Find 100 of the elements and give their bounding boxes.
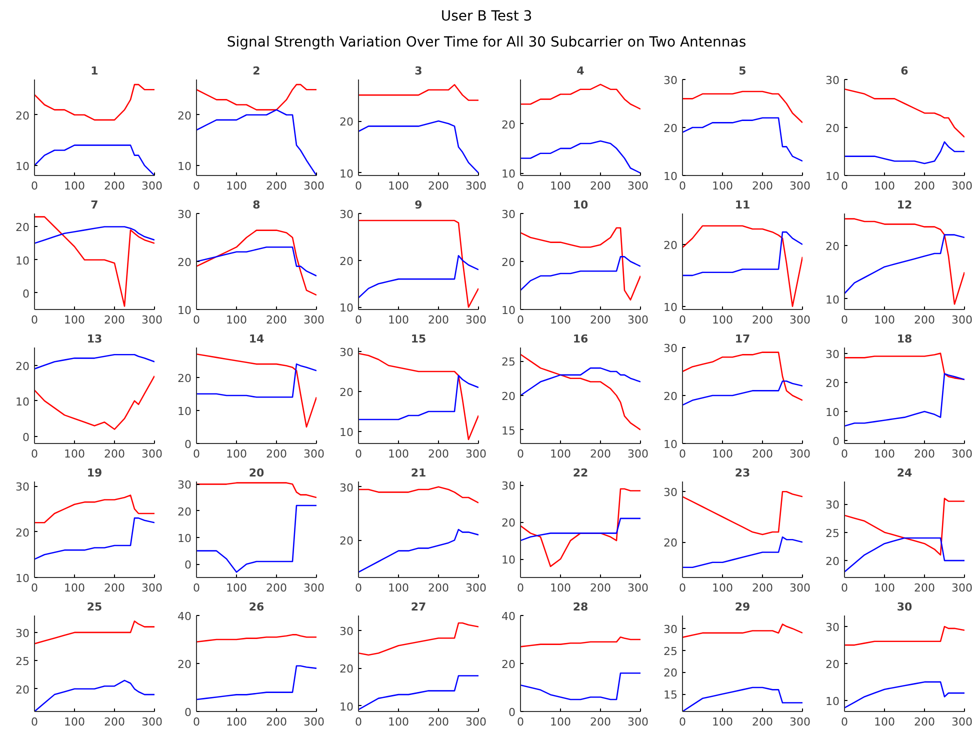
x-tick-label: 100	[388, 314, 409, 326]
y-tick-label: 10	[664, 170, 678, 183]
chart-title: 7	[90, 198, 98, 212]
y-tick-label: 20	[340, 254, 354, 268]
x-tick-label: 0	[841, 314, 848, 326]
chart-title: 18	[896, 332, 912, 346]
x-tick-label: 0	[193, 180, 200, 192]
chart-title: 28	[572, 600, 588, 614]
y-tick-label: 20	[502, 256, 516, 269]
x-tick-label: 200	[104, 582, 125, 594]
chart-title: 15	[410, 332, 426, 346]
x-tick-label: 200	[266, 314, 287, 326]
x-tick-label: 300	[952, 180, 972, 192]
y-tick-label: 20	[178, 109, 192, 122]
y-tick-label: 30	[16, 480, 30, 494]
x-tick-label: 200	[428, 448, 449, 460]
y-tick-label: 20	[178, 372, 192, 385]
x-tick-label: 0	[31, 180, 38, 192]
x-tick-label: 100	[712, 448, 733, 460]
x-tick-label: 200	[428, 582, 449, 594]
y-tick-label: 10	[340, 302, 354, 315]
y-tick-label: 10	[826, 293, 840, 306]
x-tick-label: 100	[712, 180, 733, 192]
y-tick-label: 30	[178, 208, 192, 221]
y-tick-label: 15	[502, 424, 516, 438]
x-tick-label: 100	[226, 180, 247, 192]
x-tick-label: 300	[790, 448, 811, 460]
y-tick-label: 30	[664, 342, 678, 355]
chart-title: 10	[572, 198, 588, 212]
y-tick-label: 30	[178, 478, 192, 492]
x-tick-label: 300	[466, 582, 487, 594]
x-tick-label: 300	[142, 448, 163, 460]
x-tick-label: 100	[712, 314, 733, 326]
x-tick-label: 200	[914, 180, 935, 192]
x-tick-label: 100	[388, 582, 409, 594]
y-tick-label: 20	[178, 256, 192, 269]
x-tick-label: 200	[752, 716, 773, 728]
y-tick-label: 30	[340, 625, 354, 638]
x-tick-label: 0	[31, 582, 38, 594]
x-tick-label: 0	[841, 448, 848, 460]
y-tick-label: 20	[664, 238, 678, 252]
x-tick-label: 300	[142, 314, 163, 326]
y-tick-label: 30	[340, 481, 354, 494]
x-tick-label: 200	[104, 180, 125, 192]
text: Signal Strength Variation Over Time for All 30 Subcarrier on Two Antennas	[226, 34, 746, 50]
chart-title: 13	[86, 332, 102, 346]
chart-title: 5	[738, 64, 746, 78]
x-tick-label: 300	[304, 448, 325, 460]
text: User B Test 3	[440, 8, 532, 25]
x-tick-label: 0	[841, 716, 848, 728]
x-tick-label: 0	[679, 180, 686, 192]
y-tick-label: 30	[826, 498, 840, 512]
x-tick-label: 300	[628, 448, 649, 460]
x-tick-label: 0	[679, 448, 686, 460]
x-tick-label: 200	[752, 448, 773, 460]
x-tick-label: 200	[914, 314, 935, 326]
x-tick-label: 300	[790, 314, 811, 326]
x-tick-label: 300	[142, 180, 163, 192]
x-tick-label: 300	[790, 582, 811, 594]
x-tick-label: 200	[428, 314, 449, 326]
y-tick-label: 20	[826, 122, 840, 135]
x-tick-label: 300	[304, 582, 325, 594]
y-tick-label: 20	[502, 516, 516, 530]
y-tick-label: 0	[184, 558, 192, 572]
x-tick-label: 100	[64, 314, 85, 326]
x-tick-label: 0	[841, 582, 848, 594]
y-tick-label: 0	[184, 438, 192, 451]
x-tick-label: 100	[550, 582, 571, 594]
y-tick-label: 30	[340, 346, 354, 359]
x-tick-label: 200	[914, 716, 935, 728]
x-tick-label: 200	[428, 180, 449, 192]
y-tick-label: 15	[664, 688, 678, 702]
chart-title: 1	[90, 64, 98, 78]
x-tick-label: 100	[64, 716, 85, 728]
y-tick-label: 20	[826, 555, 840, 568]
x-tick-label: 0	[517, 448, 524, 460]
x-tick-label: 300	[142, 716, 163, 728]
y-tick-label: 20	[664, 122, 678, 135]
y-tick-label: 20	[826, 376, 840, 390]
x-tick-label: 0	[31, 448, 38, 460]
y-tick-label: 20	[502, 658, 516, 671]
x-tick-label: 0	[355, 448, 362, 460]
x-tick-label: 0	[355, 314, 362, 326]
x-tick-label: 300	[628, 180, 649, 192]
y-tick-label: 30	[664, 486, 678, 500]
x-tick-label: 200	[590, 180, 611, 192]
x-tick-label: 0	[355, 582, 362, 594]
x-tick-label: 200	[266, 180, 287, 192]
x-tick-label: 300	[466, 716, 487, 728]
y-tick-label: 20	[16, 683, 30, 696]
y-tick-label: 10	[502, 304, 516, 317]
chart-title: 4	[576, 64, 585, 78]
y-tick-label: 20	[502, 118, 516, 132]
x-tick-label: 300	[952, 314, 972, 326]
y-tick-label: 20	[340, 116, 354, 129]
x-tick-label: 100	[64, 180, 85, 192]
y-tick-label: 10	[502, 168, 516, 181]
x-tick-label: 200	[590, 448, 611, 460]
y-tick-label: 20	[664, 666, 678, 680]
y-tick-label: 25	[16, 655, 30, 668]
